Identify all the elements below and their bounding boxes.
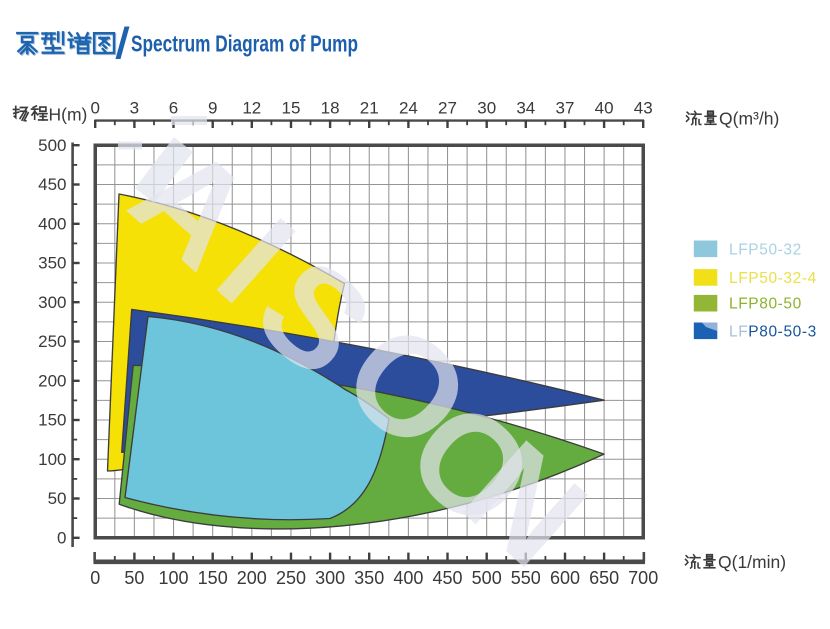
svg-text:27: 27 [438,99,457,118]
svg-text:200: 200 [237,568,267,588]
svg-text:450: 450 [38,175,66,194]
svg-text:0: 0 [90,568,100,588]
svg-text:Q(1/min): Q(1/min) [718,552,786,572]
svg-text:450: 450 [432,568,462,588]
svg-text:24: 24 [399,99,418,118]
svg-text:400: 400 [38,214,66,233]
svg-text:LFP50-32-4: LFP50-32-4 [729,270,817,287]
svg-text:43: 43 [634,99,653,118]
svg-text:15: 15 [282,99,301,118]
svg-text:40: 40 [595,99,614,118]
svg-text:100: 100 [38,450,66,469]
svg-text:50: 50 [48,489,67,508]
svg-text:37: 37 [556,99,575,118]
svg-text:150: 150 [38,411,66,430]
svg-text:LFP80-50: LFP80-50 [729,296,802,313]
svg-text:18: 18 [321,99,340,118]
svg-text:350: 350 [354,568,384,588]
svg-text:700: 700 [628,568,658,588]
svg-text:650: 650 [589,568,619,588]
svg-text:250: 250 [276,568,306,588]
svg-text:350: 350 [38,254,66,273]
svg-text:50: 50 [124,568,144,588]
svg-text:Spectrum Diagram of Pump: Spectrum Diagram of Pump [131,31,358,57]
svg-text:12: 12 [242,99,261,118]
svg-text:34: 34 [516,99,535,118]
svg-text:300: 300 [315,568,345,588]
svg-text:21: 21 [360,99,379,118]
svg-text:30: 30 [477,99,496,118]
svg-text:200: 200 [38,371,66,390]
svg-text:600: 600 [550,568,580,588]
svg-text:150: 150 [198,568,228,588]
svg-text:0: 0 [90,99,99,118]
svg-text:H(m): H(m) [49,105,88,125]
svg-text:300: 300 [38,293,66,312]
svg-text:100: 100 [158,568,188,588]
svg-text:550: 550 [511,568,541,588]
svg-text:500: 500 [472,568,502,588]
svg-text:3: 3 [130,99,139,118]
svg-text:LFP50-32: LFP50-32 [729,241,802,258]
svg-text:400: 400 [393,568,423,588]
svg-text:6: 6 [169,99,178,118]
svg-text:9: 9 [208,99,217,118]
svg-text:250: 250 [38,332,66,351]
svg-text:0: 0 [57,528,66,547]
svg-text:500: 500 [38,136,66,155]
svg-text:LFP80-50-3: LFP80-50-3 [729,323,817,340]
svg-text:Q(m³/h): Q(m³/h) [719,109,779,129]
